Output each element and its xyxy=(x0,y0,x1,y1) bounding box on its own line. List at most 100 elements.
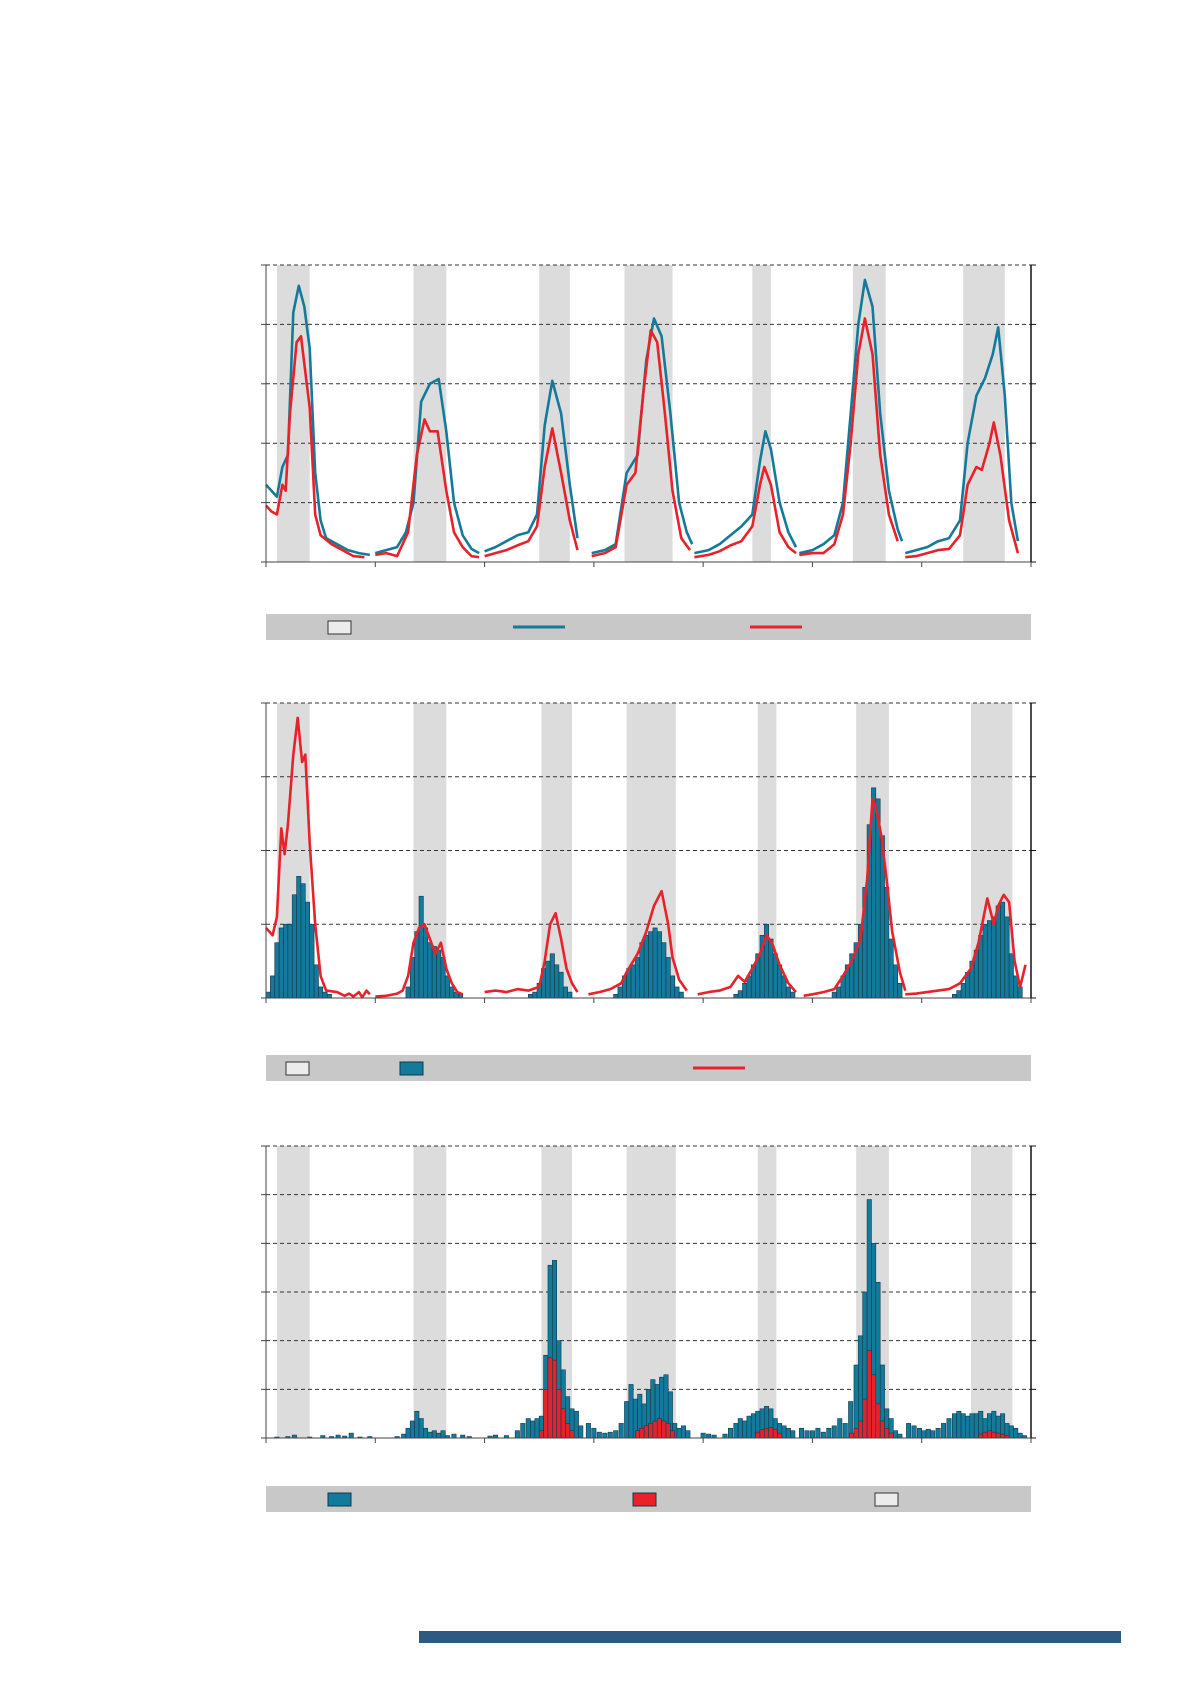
series-line xyxy=(265,284,371,557)
bar xyxy=(820,1431,826,1439)
shaded-period-7 xyxy=(970,1146,1013,1438)
bar xyxy=(556,1389,562,1439)
shaded-period-2 xyxy=(413,265,447,562)
bar xyxy=(607,1431,613,1439)
bar xyxy=(727,1427,733,1439)
bar xyxy=(300,883,306,999)
bar xyxy=(678,991,684,999)
bar xyxy=(742,982,748,999)
bar xyxy=(628,1384,634,1439)
bar xyxy=(755,1431,761,1439)
bar xyxy=(670,975,676,999)
bar xyxy=(952,994,957,999)
bar xyxy=(969,1413,975,1439)
bar xyxy=(656,1418,662,1439)
bar xyxy=(617,986,623,999)
series-line xyxy=(694,430,798,555)
bar xyxy=(733,1423,739,1439)
bar xyxy=(418,1418,424,1439)
bar xyxy=(648,931,654,999)
bar xyxy=(978,1433,984,1439)
shaded-period-7 xyxy=(963,265,1005,562)
bar xyxy=(956,1410,962,1439)
bar xyxy=(836,986,842,999)
series-line xyxy=(588,889,688,996)
bar xyxy=(423,927,429,999)
bar xyxy=(348,1432,354,1439)
bar xyxy=(995,1432,1001,1439)
bar xyxy=(527,994,533,999)
bar xyxy=(986,1430,992,1439)
bar xyxy=(982,1431,988,1439)
bar xyxy=(652,1420,658,1439)
bar xyxy=(431,1430,437,1439)
bar xyxy=(799,1427,804,1439)
bar xyxy=(532,991,538,999)
bar xyxy=(573,1410,579,1439)
bar xyxy=(706,1433,712,1439)
footer-bar xyxy=(419,1631,1121,1643)
bar xyxy=(283,923,289,999)
bar xyxy=(790,1430,796,1439)
series-line xyxy=(265,335,365,559)
bar xyxy=(534,1418,540,1439)
bar-series-2 xyxy=(538,1350,1010,1439)
bar xyxy=(305,901,311,999)
series-line xyxy=(904,326,1020,555)
bar xyxy=(897,1433,903,1439)
bar xyxy=(635,957,641,999)
bar xyxy=(790,991,796,999)
bar xyxy=(866,1350,872,1439)
bar xyxy=(921,1430,927,1439)
bar xyxy=(602,1432,608,1439)
bar xyxy=(643,1425,649,1439)
bar xyxy=(585,1423,591,1439)
bar xyxy=(296,876,302,999)
bar xyxy=(1000,901,1006,999)
bar xyxy=(946,1418,952,1439)
bar xyxy=(543,1389,549,1439)
bar xyxy=(925,1428,931,1439)
bar xyxy=(965,1415,971,1439)
bar xyxy=(862,1398,868,1439)
shaded-period-3 xyxy=(539,265,570,562)
bar xyxy=(665,957,671,999)
bar xyxy=(613,1430,619,1439)
bar xyxy=(449,986,455,999)
bar xyxy=(451,1433,457,1439)
shaded-period-5 xyxy=(757,1146,777,1438)
bar xyxy=(742,1420,748,1439)
bar xyxy=(562,986,568,999)
bar xyxy=(326,994,332,999)
bar xyxy=(772,1428,778,1439)
bar xyxy=(871,1374,877,1439)
series-line xyxy=(265,716,371,999)
bar xyxy=(409,1420,415,1439)
bar xyxy=(837,1418,843,1439)
bar xyxy=(815,1427,821,1439)
series-line xyxy=(803,797,907,998)
bar xyxy=(888,1432,894,1439)
chart-1 xyxy=(261,264,1036,640)
bar xyxy=(853,1427,859,1439)
bar xyxy=(405,1427,411,1439)
series-line xyxy=(799,278,904,555)
bar xyxy=(440,1430,446,1439)
legend-shade-swatch xyxy=(327,620,352,635)
bar xyxy=(781,1425,787,1439)
bar xyxy=(565,1423,571,1439)
bar-series-1 xyxy=(265,787,1023,999)
bar xyxy=(879,1420,885,1439)
bar xyxy=(427,942,433,999)
bar xyxy=(941,1423,947,1439)
bar xyxy=(436,1432,442,1439)
bar xyxy=(569,1430,575,1439)
bar xyxy=(842,1423,848,1439)
legend xyxy=(266,614,1031,640)
bar xyxy=(554,964,560,999)
bar xyxy=(849,1432,855,1439)
bar xyxy=(768,1426,774,1439)
bar xyxy=(785,986,791,999)
series-line xyxy=(799,317,899,557)
